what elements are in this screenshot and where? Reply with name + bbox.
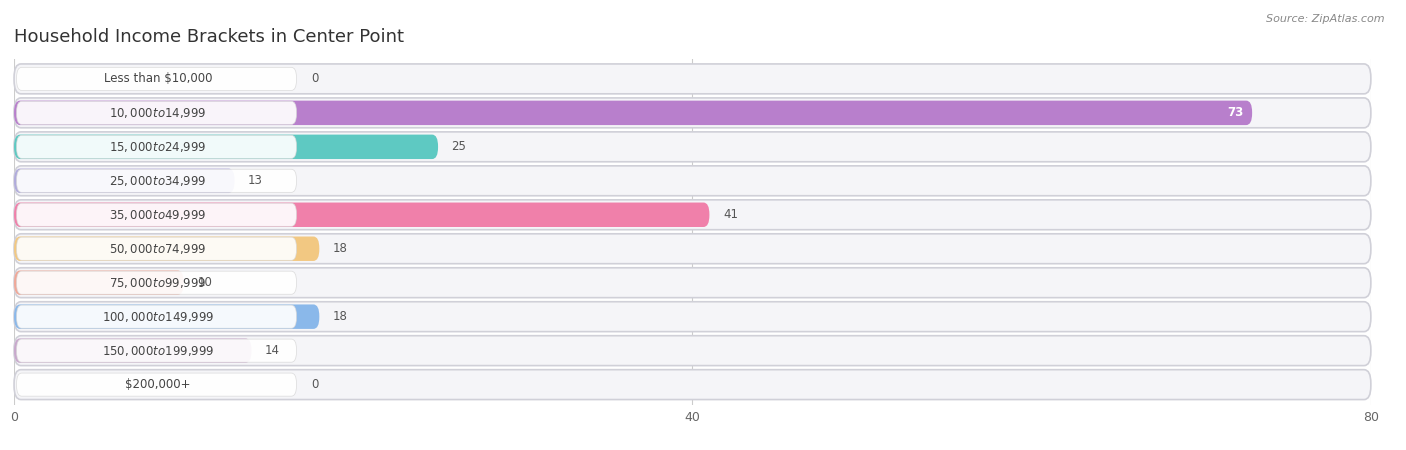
Text: 73: 73 bbox=[1227, 106, 1244, 119]
FancyBboxPatch shape bbox=[14, 336, 1371, 365]
FancyBboxPatch shape bbox=[14, 270, 184, 295]
FancyBboxPatch shape bbox=[14, 200, 1371, 230]
FancyBboxPatch shape bbox=[14, 64, 1371, 94]
Text: $10,000 to $14,999: $10,000 to $14,999 bbox=[110, 106, 207, 120]
Text: $35,000 to $49,999: $35,000 to $49,999 bbox=[110, 208, 207, 222]
FancyBboxPatch shape bbox=[14, 202, 710, 227]
Text: Household Income Brackets in Center Point: Household Income Brackets in Center Poin… bbox=[14, 28, 404, 46]
Text: 25: 25 bbox=[451, 140, 467, 153]
Text: 18: 18 bbox=[333, 242, 347, 255]
FancyBboxPatch shape bbox=[14, 166, 1371, 196]
Text: 41: 41 bbox=[723, 208, 738, 221]
FancyBboxPatch shape bbox=[14, 101, 1253, 125]
FancyBboxPatch shape bbox=[14, 338, 252, 363]
Text: $200,000+: $200,000+ bbox=[125, 378, 191, 391]
Text: Source: ZipAtlas.com: Source: ZipAtlas.com bbox=[1267, 14, 1385, 23]
FancyBboxPatch shape bbox=[14, 268, 1371, 297]
FancyBboxPatch shape bbox=[14, 237, 319, 261]
Text: 13: 13 bbox=[247, 174, 263, 187]
Text: 0: 0 bbox=[311, 72, 318, 86]
FancyBboxPatch shape bbox=[14, 234, 1371, 264]
Text: $50,000 to $74,999: $50,000 to $74,999 bbox=[110, 242, 207, 256]
Text: 18: 18 bbox=[333, 310, 347, 323]
FancyBboxPatch shape bbox=[17, 169, 297, 192]
FancyBboxPatch shape bbox=[17, 305, 297, 328]
FancyBboxPatch shape bbox=[14, 132, 1371, 162]
FancyBboxPatch shape bbox=[14, 135, 439, 159]
FancyBboxPatch shape bbox=[17, 373, 297, 396]
FancyBboxPatch shape bbox=[14, 169, 235, 193]
Text: $100,000 to $149,999: $100,000 to $149,999 bbox=[103, 310, 215, 324]
FancyBboxPatch shape bbox=[14, 369, 1371, 400]
FancyBboxPatch shape bbox=[17, 339, 297, 362]
Text: $15,000 to $24,999: $15,000 to $24,999 bbox=[110, 140, 207, 154]
Text: Less than $10,000: Less than $10,000 bbox=[104, 72, 212, 86]
Text: 10: 10 bbox=[197, 276, 212, 289]
FancyBboxPatch shape bbox=[14, 305, 319, 329]
Text: $25,000 to $34,999: $25,000 to $34,999 bbox=[110, 174, 207, 188]
FancyBboxPatch shape bbox=[17, 68, 297, 90]
FancyBboxPatch shape bbox=[17, 203, 297, 226]
Text: $150,000 to $199,999: $150,000 to $199,999 bbox=[103, 344, 215, 358]
Text: 14: 14 bbox=[266, 344, 280, 357]
FancyBboxPatch shape bbox=[17, 135, 297, 158]
FancyBboxPatch shape bbox=[14, 302, 1371, 332]
Text: $75,000 to $99,999: $75,000 to $99,999 bbox=[110, 276, 207, 290]
Text: 0: 0 bbox=[311, 378, 318, 391]
FancyBboxPatch shape bbox=[17, 237, 297, 260]
FancyBboxPatch shape bbox=[17, 101, 297, 124]
FancyBboxPatch shape bbox=[14, 98, 1371, 128]
FancyBboxPatch shape bbox=[17, 271, 297, 294]
